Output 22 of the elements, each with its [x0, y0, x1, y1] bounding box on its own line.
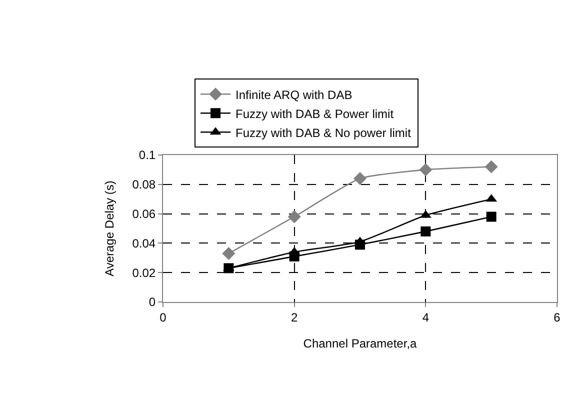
y-tick-label: 0.08 [132, 178, 156, 192]
point [222, 246, 236, 260]
y-tick-label: 0.06 [132, 207, 156, 221]
point [486, 212, 496, 222]
legend-label: Infinite ARQ with DAB [236, 88, 352, 102]
x-tick-label: 4 [422, 310, 430, 324]
x-tick-label: 0 [160, 310, 167, 324]
x-tick-label: 6 [554, 310, 561, 324]
point [354, 172, 366, 186]
point [420, 226, 431, 236]
x-tick-label: 2 [290, 310, 298, 324]
y-tick-label: 0.02 [132, 266, 156, 280]
y-tick-label: 0.1 [138, 148, 156, 162]
legend-label: Fuzzy with DAB & No power limit [236, 126, 412, 140]
point [288, 210, 301, 224]
y-axis-title: Average Delay (s) [102, 180, 117, 276]
point [484, 160, 498, 174]
y-tick-label: 0.04 [132, 236, 156, 250]
x-axis-title: Channel Parameter,a [303, 336, 418, 350]
point [419, 163, 432, 176]
y-tick-label: 0 [148, 295, 156, 310]
legend-label: Fuzzy with DAB & Power limit [236, 106, 394, 121]
